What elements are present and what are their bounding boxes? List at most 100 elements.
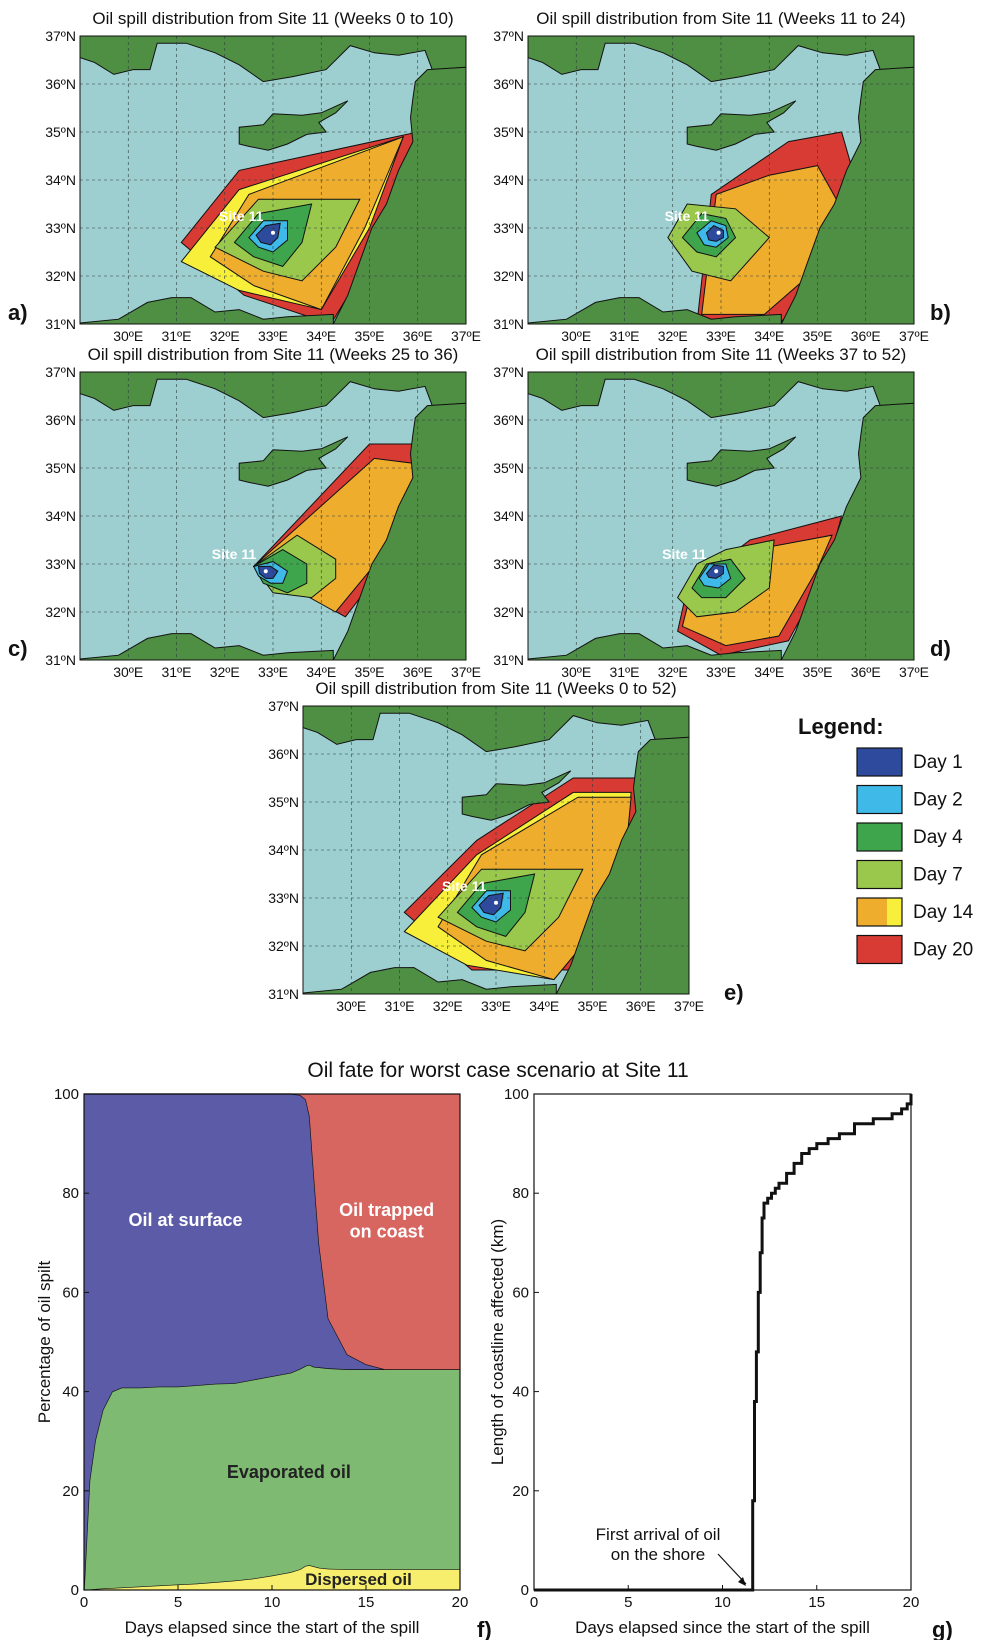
landmass	[528, 36, 914, 83]
lon-tick-label: 34ºE	[306, 328, 336, 344]
lon-tick-label: 32ºE	[210, 664, 240, 680]
panel-label: b)	[930, 300, 951, 325]
map-area	[528, 372, 914, 660]
y-axis-label: Length of coastline affected (km)	[488, 1219, 507, 1465]
map-frame	[527, 371, 915, 661]
lat-tick-label: 35ºN	[45, 460, 76, 476]
lon-tick-label: 31ºE	[384, 998, 414, 1014]
panel-label: c)	[8, 636, 28, 661]
area-oil-at-surface	[84, 1094, 460, 1590]
site-label: Site 11	[219, 208, 264, 224]
landmass	[80, 633, 334, 660]
annotation-line-1: First arrival of oil	[596, 1525, 721, 1544]
lon-tick-label: 36ºE	[403, 664, 433, 680]
y-axis-label: Percentage of oil spilt	[35, 1260, 54, 1423]
lon-tick-label: 35ºE	[577, 998, 607, 1014]
y-tick-label: 40	[512, 1384, 529, 1401]
landmass	[80, 297, 334, 324]
map-frame	[79, 371, 467, 661]
y-tick-label: 80	[62, 1185, 79, 1202]
cyprus-island	[686, 100, 797, 151]
legend-swatch	[856, 822, 903, 852]
y-tick-label: 0	[521, 1582, 529, 1599]
legend-label: Day 14	[913, 902, 974, 923]
lat-tick-label: 33ºN	[493, 556, 524, 572]
label-dispersed-oil: Dispersed oil	[305, 1570, 412, 1589]
lon-tick-label: 33ºE	[258, 664, 288, 680]
plume-contour	[255, 222, 281, 246]
lon-tick-label: 35ºE	[802, 664, 832, 680]
lon-tick-label: 30ºE	[561, 664, 591, 680]
x-tick-label: 20	[452, 1594, 469, 1611]
x-tick-label: 10	[714, 1594, 731, 1611]
map-title: Oil spill distribution from Site 11 (Wee…	[88, 345, 459, 364]
x-axis-label: Days elapsed since the start of the spil…	[125, 1618, 420, 1637]
lon-tick-label: 30ºE	[561, 328, 591, 344]
lat-tick-label: 31ºN	[268, 986, 299, 1002]
lon-tick-label: 36ºE	[626, 998, 656, 1014]
cyprus-island	[238, 436, 349, 487]
site-label: Site 11	[665, 208, 710, 224]
legend-swatch-alt	[887, 898, 902, 926]
lat-tick-label: 37ºN	[45, 28, 76, 44]
lon-tick-label: 37ºE	[674, 998, 704, 1014]
panel-label: g)	[932, 1617, 953, 1640]
legend-label: Day 1	[913, 752, 963, 773]
map-title: Oil spill distribution from Site 11 (Wee…	[92, 9, 453, 28]
site-marker	[714, 569, 719, 574]
lon-tick-label: 33ºE	[481, 998, 511, 1014]
lat-tick-label: 34ºN	[45, 508, 76, 524]
lon-tick-label: 31ºE	[609, 328, 639, 344]
x-tick-label: 15	[358, 1594, 375, 1611]
lat-tick-label: 31ºN	[45, 316, 76, 332]
panel-label: f)	[477, 1617, 492, 1640]
lon-tick-label: 36ºE	[851, 664, 881, 680]
landmass	[528, 297, 782, 324]
lat-tick-label: 34ºN	[493, 172, 524, 188]
landmass	[303, 967, 557, 994]
plume-contour	[701, 165, 843, 315]
lon-tick-label: 33ºE	[258, 328, 288, 344]
lat-tick-label: 35ºN	[268, 794, 299, 810]
lon-tick-label: 35ºE	[802, 328, 832, 344]
x-axis-label: Days elapsed since the start of the spil…	[575, 1618, 870, 1637]
site-marker	[271, 230, 275, 235]
lat-tick-label: 31ºN	[45, 652, 76, 668]
fate-title: Oil fate for worst case scenario at Site…	[307, 1059, 688, 1082]
lat-tick-label: 37ºN	[268, 698, 299, 714]
panel-label: a)	[8, 300, 28, 325]
oil-fate-chart: Oil fate for worst case scenario at Site…	[35, 1059, 689, 1640]
x-tick-label: 5	[174, 1594, 182, 1611]
site-marker	[494, 900, 498, 905]
lat-tick-label: 32ºN	[493, 268, 524, 284]
map-area	[80, 36, 466, 324]
lat-tick-label: 32ºN	[268, 938, 299, 954]
lon-tick-label: 37ºE	[451, 664, 481, 680]
lon-tick-label: 32ºE	[658, 328, 688, 344]
site-marker	[263, 569, 268, 574]
y-tick-label: 100	[54, 1086, 79, 1103]
lat-tick-label: 32ºN	[45, 604, 76, 620]
plume-contour	[705, 224, 724, 242]
annotation-line-2: on the shore	[611, 1545, 706, 1564]
x-tick-label: 10	[264, 1594, 281, 1611]
lon-tick-label: 32ºE	[210, 328, 240, 344]
lat-tick-label: 37ºN	[45, 364, 76, 380]
cyprus-island	[686, 436, 797, 487]
map-area	[80, 372, 466, 660]
site-label: Site 11	[442, 878, 487, 894]
map-frame	[527, 35, 915, 325]
map-frame	[79, 35, 467, 325]
lat-tick-label: 35ºN	[45, 124, 76, 140]
annotation-arrow-head	[738, 1577, 746, 1586]
lat-tick-label: 33ºN	[493, 220, 524, 236]
map-title: Oil spill distribution from Site 11 (Wee…	[536, 345, 907, 364]
site-marker	[716, 230, 721, 235]
lon-tick-label: 36ºE	[851, 328, 881, 344]
area-evaporated-oil	[84, 1364, 460, 1590]
legend-title: Legend:	[798, 714, 884, 739]
lon-tick-label: 35ºE	[354, 328, 384, 344]
lat-tick-label: 32ºN	[493, 604, 524, 620]
lat-tick-label: 36ºN	[493, 76, 524, 92]
legend-label: Day 2	[913, 790, 963, 811]
